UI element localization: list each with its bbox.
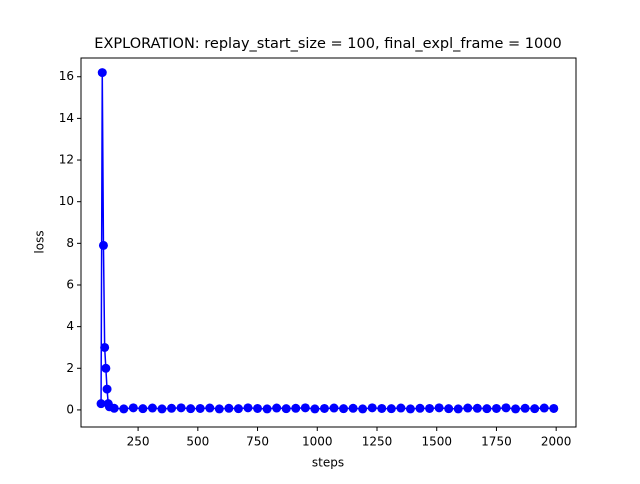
marker bbox=[214, 404, 224, 414]
marker bbox=[233, 404, 243, 414]
marker bbox=[434, 403, 444, 413]
x-axis-label: steps bbox=[312, 456, 344, 470]
marker bbox=[128, 403, 138, 413]
marker bbox=[511, 404, 521, 414]
marker bbox=[253, 403, 263, 413]
marker bbox=[482, 404, 492, 414]
y-axis-label: loss bbox=[33, 230, 47, 253]
marker bbox=[195, 403, 205, 413]
marker bbox=[472, 403, 482, 413]
x-tick-label: 2000 bbox=[541, 435, 572, 449]
marker bbox=[396, 403, 406, 413]
x-tick-label: 1250 bbox=[362, 435, 393, 449]
marker bbox=[186, 404, 196, 414]
marker bbox=[530, 404, 540, 414]
y-tick-label: 8 bbox=[66, 236, 74, 250]
marker bbox=[329, 403, 339, 413]
marker bbox=[520, 403, 530, 413]
plot-frame bbox=[80, 57, 577, 428]
marker bbox=[310, 404, 320, 414]
marker bbox=[405, 404, 415, 414]
marker bbox=[262, 404, 272, 414]
marker bbox=[272, 403, 282, 413]
marker bbox=[138, 404, 148, 414]
x-tick-label: 500 bbox=[186, 435, 209, 449]
marker bbox=[491, 403, 501, 413]
marker bbox=[415, 403, 425, 413]
y-tick-label: 0 bbox=[66, 402, 74, 416]
y-tick-label: 2 bbox=[66, 361, 74, 375]
marker bbox=[348, 403, 358, 413]
marker bbox=[281, 404, 291, 414]
marker bbox=[96, 399, 106, 409]
marker bbox=[339, 404, 349, 414]
marker bbox=[367, 403, 377, 413]
marker bbox=[119, 404, 129, 414]
marker bbox=[386, 404, 396, 414]
y-tick-label: 4 bbox=[66, 319, 74, 333]
marker bbox=[176, 403, 186, 413]
y-tick-label: 16 bbox=[59, 69, 74, 83]
marker bbox=[102, 384, 112, 394]
marker bbox=[300, 403, 310, 413]
marker bbox=[109, 403, 119, 413]
marker bbox=[501, 403, 511, 413]
y-tick-label: 10 bbox=[59, 194, 74, 208]
marker bbox=[157, 404, 167, 414]
marker bbox=[224, 403, 234, 413]
y-tick-label: 14 bbox=[59, 111, 74, 125]
x-tick-label: 1750 bbox=[481, 435, 512, 449]
x-tick-label: 250 bbox=[127, 435, 150, 449]
y-tick-label: 12 bbox=[59, 153, 74, 167]
marker bbox=[539, 403, 549, 413]
chart-title: EXPLORATION: replay_start_size = 100, fi… bbox=[94, 36, 561, 52]
x-tick-label: 1000 bbox=[302, 435, 333, 449]
marker bbox=[243, 403, 253, 413]
marker bbox=[100, 342, 110, 352]
y-tick-label: 6 bbox=[66, 277, 74, 291]
marker bbox=[358, 404, 368, 414]
marker bbox=[425, 403, 435, 413]
marker bbox=[453, 404, 463, 414]
marker bbox=[291, 403, 301, 413]
marker bbox=[147, 403, 157, 413]
marker bbox=[97, 68, 107, 78]
marker bbox=[205, 403, 215, 413]
marker bbox=[444, 404, 454, 414]
x-tick-label: 750 bbox=[246, 435, 269, 449]
marker bbox=[101, 363, 111, 373]
marker bbox=[98, 240, 108, 250]
marker bbox=[549, 403, 559, 413]
marker bbox=[167, 403, 177, 413]
marker bbox=[463, 403, 473, 413]
marker bbox=[319, 403, 329, 413]
marker bbox=[377, 403, 387, 413]
x-tick-label: 1500 bbox=[421, 435, 452, 449]
